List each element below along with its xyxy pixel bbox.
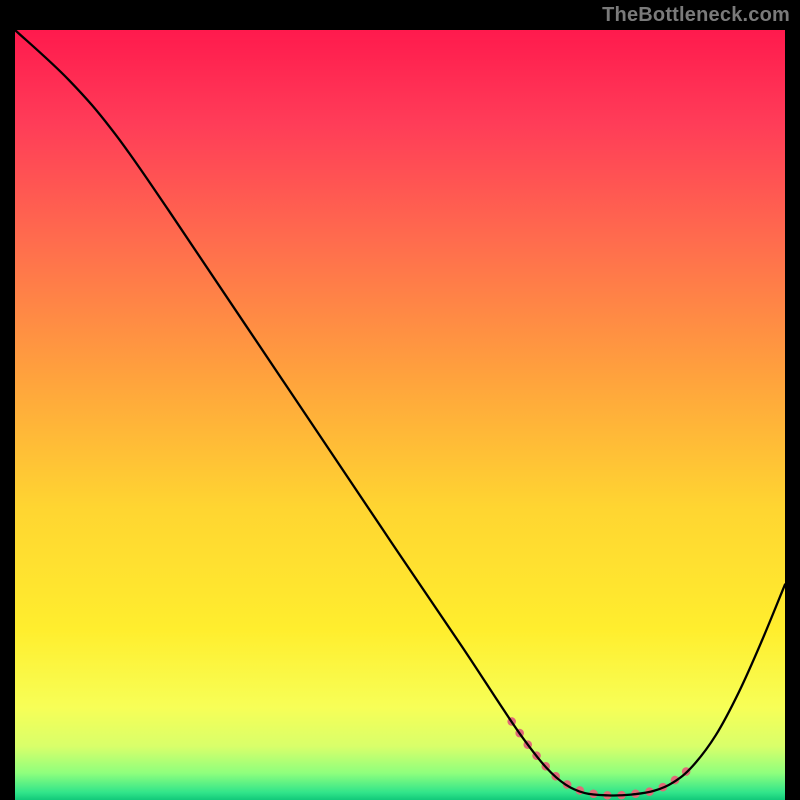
bottleneck-curve-chart [15, 30, 785, 800]
gradient-background [15, 30, 785, 800]
plot-area [15, 30, 785, 800]
chart-stage: TheBottleneck.com [0, 0, 800, 800]
attribution-text: TheBottleneck.com [602, 4, 790, 27]
